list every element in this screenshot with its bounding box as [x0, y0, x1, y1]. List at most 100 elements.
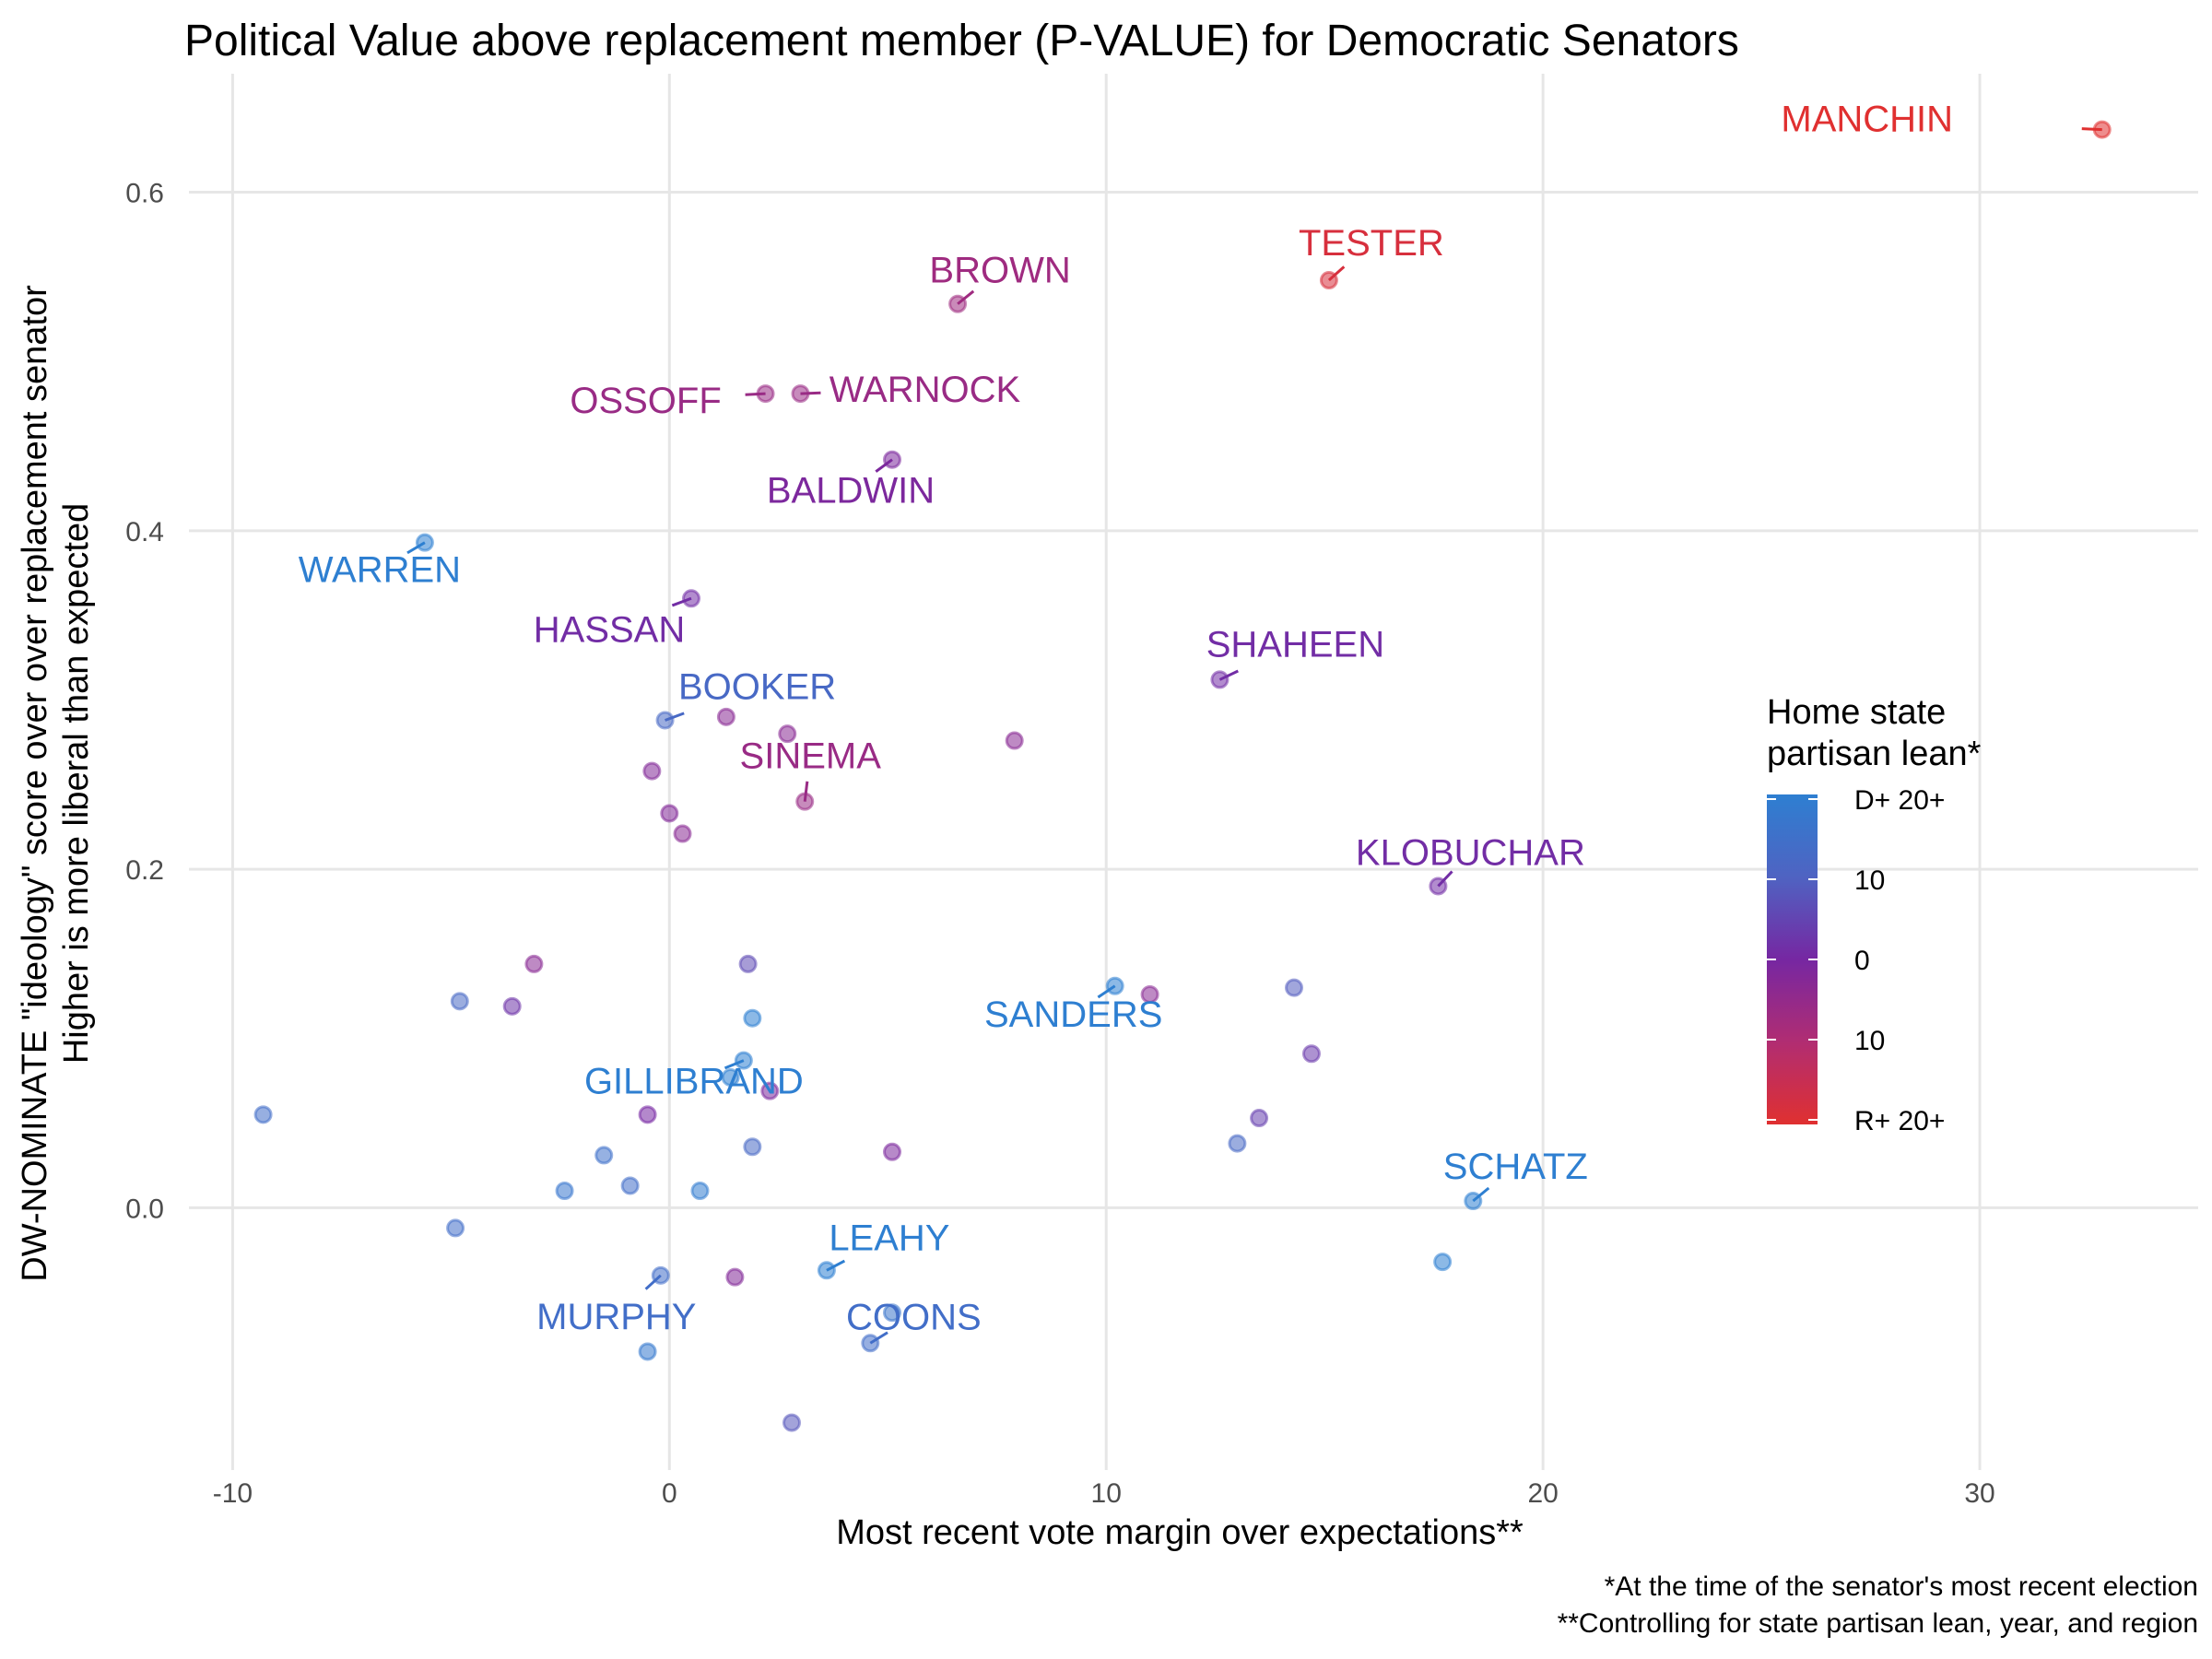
legend-label: 10	[1854, 865, 1885, 896]
data-point	[1301, 1044, 1321, 1064]
x-tick-label: 0	[662, 1478, 677, 1509]
data-point	[502, 996, 522, 1016]
point-label: MANCHIN	[1781, 100, 1953, 140]
data-point	[883, 450, 901, 469]
data-point	[1433, 1253, 1453, 1272]
data-point	[883, 1142, 901, 1161]
point-label: COONS	[846, 1297, 982, 1337]
y-tick-label: 0.4	[125, 517, 164, 547]
point-label: OSSOFF	[570, 381, 721, 421]
data-point	[1250, 1109, 1269, 1128]
data-point	[673, 824, 692, 843]
data-point	[791, 384, 810, 404]
legend-title-line: Home state	[1767, 693, 1946, 732]
data-point	[555, 1182, 574, 1200]
data-points	[253, 120, 2112, 1432]
data-point	[743, 1008, 762, 1028]
data-point	[638, 1342, 657, 1361]
y-axis-title: DW-NOMINATE "ideology" score over over r…	[16, 285, 96, 1282]
data-point	[778, 724, 797, 744]
data-point	[655, 711, 675, 730]
x-tick-label: -10	[213, 1478, 253, 1509]
x-tick-label: 20	[1527, 1478, 1558, 1509]
legend-label: 0	[1854, 946, 1870, 976]
point-label: WARNOCK	[830, 370, 1021, 410]
x-tick-label: 10	[1091, 1478, 1122, 1509]
chart-title: Political Value above replacement member…	[184, 17, 1739, 65]
data-point	[1210, 670, 1230, 689]
data-point	[795, 792, 815, 811]
data-point	[883, 1303, 901, 1323]
y-tick-label: 0.2	[125, 855, 164, 886]
data-point	[743, 1137, 762, 1157]
point-label: SANDERS	[984, 994, 1162, 1035]
data-point	[948, 294, 968, 313]
data-point	[1105, 976, 1124, 995]
data-point	[756, 384, 775, 404]
data-point	[1140, 984, 1159, 1004]
y-axis-title-line: DW-NOMINATE "ideology" score over over r…	[16, 285, 54, 1282]
data-point	[524, 954, 544, 973]
data-point	[690, 1182, 710, 1200]
y-axis-title-line: Higher is more liberal than expected	[57, 503, 96, 1064]
point-labels: MANCHIN TESTER BROWN OSSOFF WARNOCK BALDWIN WA…	[299, 100, 1953, 1338]
point-label: SINEMA	[740, 736, 882, 777]
data-point	[760, 1081, 780, 1100]
data-point	[450, 992, 469, 1011]
legend-label: 10	[1854, 1026, 1885, 1056]
legend-title-line: partisan lean*	[1767, 735, 1982, 773]
data-point	[1228, 1134, 1247, 1153]
data-point	[638, 1105, 657, 1124]
data-point	[253, 1105, 273, 1124]
x-axis-title: Most recent vote margin over expectation…	[836, 1513, 1524, 1552]
data-point	[682, 589, 700, 608]
x-tick-label: 30	[1964, 1478, 1994, 1509]
point-label: KLOBUCHAR	[1356, 832, 1585, 873]
data-point	[594, 1146, 614, 1165]
data-point	[1429, 877, 1448, 896]
y-tick-label: 0.6	[125, 179, 164, 209]
y-tick-label: 0.0	[125, 1194, 164, 1224]
data-point	[861, 1334, 880, 1353]
data-point	[1464, 1192, 1483, 1211]
legend-label: D+ 20+	[1854, 785, 1945, 816]
caption-line: **Controlling for state partisan lean, y…	[1558, 1608, 2198, 1639]
caption-line: *At the time of the senator's most recen…	[1605, 1571, 2198, 1602]
legend-ticks: D+ 20+ 10 0 10 R+ 20+	[1767, 785, 1945, 1136]
data-point	[738, 954, 758, 973]
data-point	[1005, 731, 1024, 750]
data-point	[1285, 978, 1303, 997]
data-point	[1319, 271, 1338, 290]
data-point	[642, 761, 662, 781]
point-label: HASSAN	[534, 609, 686, 650]
point-label: BROWN	[929, 251, 1070, 291]
point-label: LEAHY	[829, 1218, 949, 1258]
data-point	[716, 707, 735, 726]
point-label: MURPHY	[536, 1297, 696, 1337]
point-label: WARREN	[299, 550, 461, 591]
data-point	[782, 1413, 801, 1432]
data-point	[415, 533, 434, 552]
data-point	[725, 1267, 745, 1287]
data-point	[651, 1265, 670, 1285]
data-point	[734, 1051, 753, 1070]
point-label: SCHATZ	[1443, 1147, 1588, 1187]
grid	[189, 74, 2198, 1470]
data-point	[817, 1261, 836, 1280]
data-point	[721, 1067, 740, 1087]
point-label: TESTER	[1299, 223, 1444, 264]
data-point	[660, 804, 679, 823]
captions: *At the time of the senator's most recen…	[1558, 1571, 2198, 1639]
tick-labels: -10 0 10 20 30 0.0 0.2 0.4 0.6	[125, 179, 1994, 1509]
data-point	[620, 1176, 640, 1195]
point-label: GILLIBRAND	[584, 1062, 804, 1102]
point-label: SHAHEEN	[1206, 624, 1384, 665]
legend-label: R+ 20+	[1854, 1106, 1945, 1136]
point-label: BALDWIN	[767, 471, 935, 512]
data-point	[446, 1218, 465, 1238]
data-point	[2092, 120, 2112, 139]
point-label: BOOKER	[678, 666, 836, 707]
